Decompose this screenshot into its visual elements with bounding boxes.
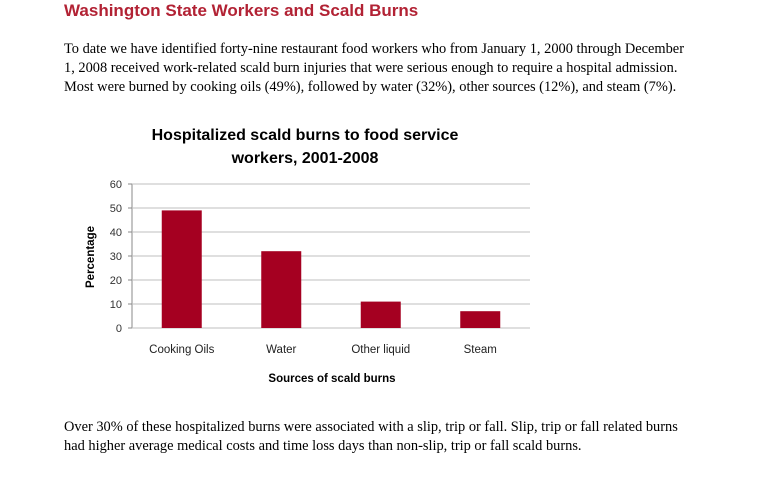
y-tick-label-50: 50 (110, 203, 122, 215)
x-category-label-water: Water (266, 344, 296, 356)
page-heading: Washington State Workers and Scald Burns (64, 1, 419, 20)
bar-cooking-oils (161, 210, 202, 328)
intro-paragraph: To date we have identified forty-nine re… (64, 41, 684, 95)
outro-paragraph: Over 30% of these hospitalized burns wer… (64, 419, 678, 454)
x-category-label-steam: Steam (464, 344, 497, 356)
y-tick-label-30: 30 (110, 251, 122, 263)
chart-bars (161, 210, 501, 328)
x-category-label-other-liquid: Other liquid (351, 344, 410, 356)
chart-title-line-2: workers, 2001-2008 (231, 150, 379, 167)
x-category-label-cooking-oils: Cooking Oils (149, 344, 214, 356)
y-tick-label-20: 20 (110, 275, 122, 287)
y-axis-ticks: 0 10 20 30 40 50 60 (110, 179, 122, 335)
y-tick-label-60: 60 (110, 179, 122, 191)
chart-title-line-1: Hospitalized scald burns to food service (152, 127, 459, 144)
bar-other-liquid (360, 301, 401, 328)
x-axis-categories: Cooking Oils Water Other liquid Steam (149, 344, 497, 356)
y-axis-label: Percentage (85, 226, 97, 288)
bar-water (261, 251, 302, 328)
x-axis-label: Sources of scald burns (268, 373, 395, 385)
y-tick-label-40: 40 (110, 227, 122, 239)
y-tick-label-10: 10 (110, 299, 122, 311)
y-tick-label-0: 0 (116, 323, 122, 335)
bar-steam (460, 311, 501, 328)
